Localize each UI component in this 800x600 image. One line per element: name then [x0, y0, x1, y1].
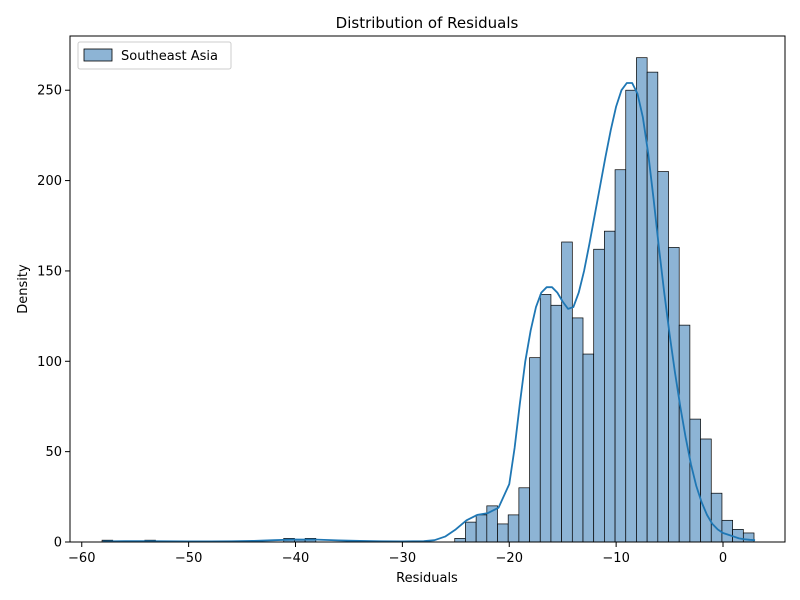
x-tick-label: 0: [719, 551, 727, 566]
bars-layer: [101, 57, 755, 543]
histogram-bar: [507, 514, 520, 543]
histogram-bar: [700, 438, 712, 543]
legend-box: [77, 41, 232, 70]
histogram-bar: [518, 487, 530, 543]
x-axis: −60 −50 −40 −30 −20 −10 0: [68, 542, 727, 566]
x-axis-label: Residuals: [396, 571, 458, 586]
y-tick-label: 100: [37, 355, 62, 370]
y-tick-label: 0: [54, 536, 62, 551]
axes-frame: [69, 35, 786, 543]
y-axis-label: Density: [16, 264, 31, 314]
x-tick-label: −10: [602, 551, 629, 566]
histogram-bar: [561, 241, 573, 543]
y-tick-label: 150: [37, 264, 62, 279]
kde-layer: [103, 82, 756, 543]
x-tick-label: −20: [496, 551, 523, 566]
legend-swatch: [83, 48, 113, 62]
histogram-bar: [465, 521, 477, 543]
chart-title: Distribution of Residuals: [336, 14, 519, 32]
histogram-bar: [657, 171, 669, 543]
histogram-bar: [529, 357, 541, 543]
histogram-bar: [614, 169, 627, 543]
x-tick-label: −40: [282, 551, 309, 566]
histogram-bar: [625, 89, 637, 543]
legend: Southeast Asia: [77, 41, 232, 70]
histogram-bar: [550, 304, 562, 543]
y-tick-label: 50: [45, 445, 62, 460]
x-tick-label: −60: [68, 551, 95, 566]
histogram-bar: [646, 71, 659, 543]
histogram-bar: [454, 538, 466, 543]
histogram-bar: [604, 230, 616, 543]
histogram-bar: [475, 514, 488, 543]
histogram-bar: [571, 317, 584, 543]
histogram-bar: [721, 519, 733, 543]
legend-label: Southeast Asia: [121, 49, 218, 64]
histogram-bar: [582, 353, 595, 543]
x-tick-label: −30: [389, 551, 416, 566]
y-tick-label: 200: [37, 174, 62, 189]
x-tick-label: −50: [175, 551, 202, 566]
histogram-bar: [539, 294, 552, 543]
y-tick-label: 250: [37, 84, 62, 99]
histogram-bar: [497, 523, 509, 543]
y-axis: 0 50 100 150 200 250: [37, 84, 70, 551]
histogram-bar: [732, 528, 744, 543]
kde-curve: [103, 82, 756, 543]
histogram-bar: [593, 248, 605, 543]
histogram-bar: [710, 492, 723, 543]
